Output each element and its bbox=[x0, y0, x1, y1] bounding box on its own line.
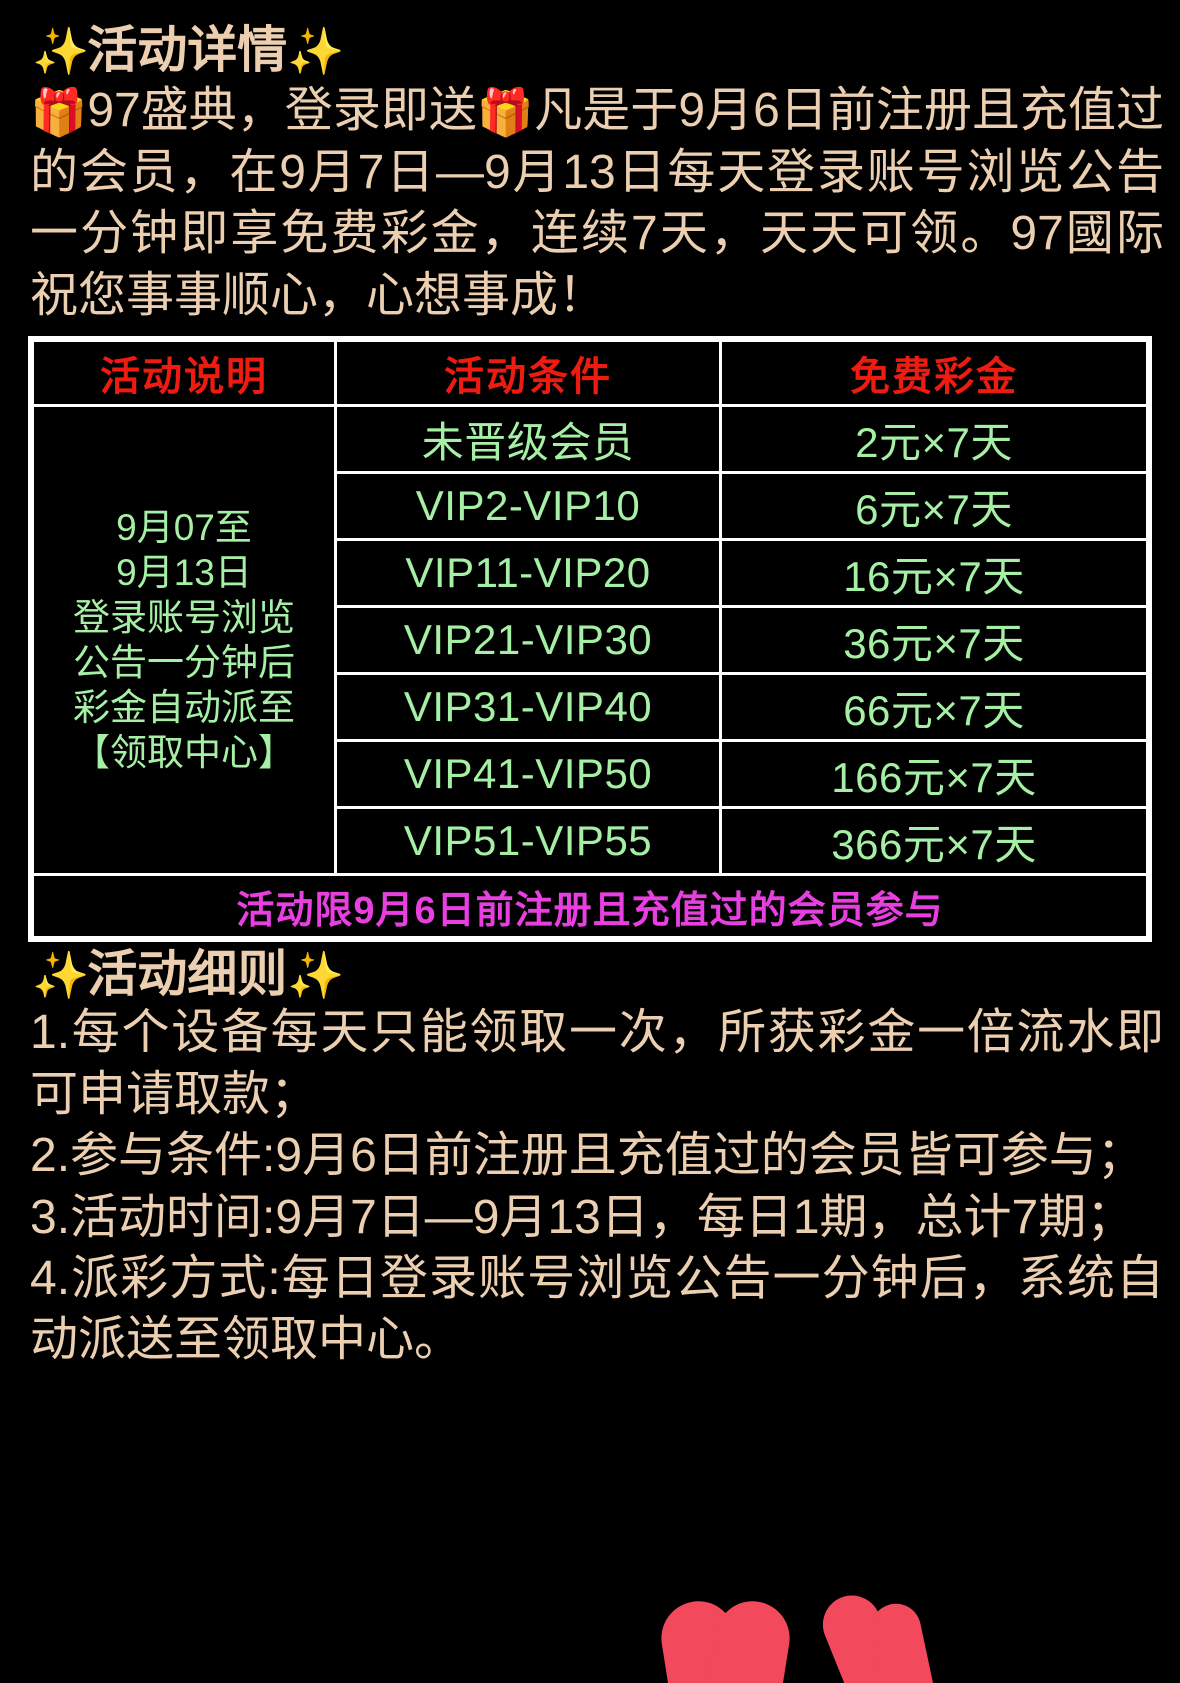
rules-list: 1.每个设备每天只能领取一次，所获彩金一倍流水即可申请取款； 2.参与条件:9月… bbox=[14, 1002, 1166, 1371]
prize-cell: 6元×7天 bbox=[722, 474, 1146, 539]
description-line: 9月07至 bbox=[116, 506, 252, 548]
description-line: 公告一分钟后 bbox=[73, 642, 295, 684]
prize-cell: 16元×7天 bbox=[722, 541, 1146, 606]
condition-cell: VIP11-VIP20 bbox=[337, 541, 719, 606]
table-row: VIP41-VIP50 166元×7天 bbox=[34, 742, 1146, 807]
rule-item: 2.参与条件:9月6日前注册且充值过的会员皆可参与； bbox=[30, 1129, 1145, 1183]
condition-cell: VIP51-VIP55 bbox=[337, 809, 719, 874]
prize-cell: 36元×7天 bbox=[722, 608, 1146, 673]
clapping-hands-icon bbox=[656, 1595, 748, 1683]
details-intro-part2: 凡是于9月6日前注册且充值过的会员，在9月7日—9月13日每天登录账号浏览公告一… bbox=[30, 84, 1164, 322]
description-line: 登录账号浏览 bbox=[73, 597, 295, 639]
table-row: VIP21-VIP30 36元×7天 bbox=[34, 608, 1146, 673]
sparkles-icon-left: ✨ bbox=[32, 949, 89, 1002]
condition-cell: VIP41-VIP50 bbox=[337, 742, 719, 807]
condition-cell: VIP31-VIP40 bbox=[337, 675, 719, 740]
condition-cell: VIP21-VIP30 bbox=[337, 608, 719, 673]
bottom-decoration bbox=[0, 1583, 1180, 1683]
sparkles-icon-right: ✨ bbox=[287, 25, 344, 77]
rules-heading-text: 活动细则 bbox=[87, 946, 288, 1003]
table-row: VIP11-VIP20 16元×7天 bbox=[34, 541, 1146, 606]
description-line: 9月13日 bbox=[116, 551, 252, 593]
prize-cell: 166元×7天 bbox=[722, 742, 1146, 807]
header-cell-condition: 活动条件 bbox=[337, 342, 719, 405]
details-heading-text: 活动详情 bbox=[87, 22, 288, 78]
rule-item: 4.派彩方式:每日登录账号浏览公告一分钟后，系统自动派送至领取中心。 bbox=[30, 1251, 1164, 1367]
table-row: VIP31-VIP40 66元×7天 bbox=[34, 675, 1146, 740]
prize-cell: 66元×7天 bbox=[722, 675, 1146, 740]
rule-item: 1.每个设备每天只能领取一次，所获彩金一倍流水即可申请取款； bbox=[30, 1006, 1164, 1121]
sparkles-icon-left: ✨ bbox=[32, 25, 89, 77]
rules-heading: ✨活动细则✨ bbox=[14, 942, 1166, 1002]
clapping-hands-icon bbox=[703, 1595, 795, 1683]
details-heading: ✨活动详情✨ bbox=[14, 0, 1166, 78]
description-line: 【领取中心】 bbox=[73, 732, 295, 774]
condition-cell: VIP2-VIP10 bbox=[337, 474, 719, 539]
condition-cell: 未晋级会员 bbox=[337, 407, 719, 472]
description-line: 彩金自动派至 bbox=[73, 687, 295, 729]
clapping-hands-icon bbox=[866, 1599, 940, 1683]
sparkles-icon-right: ✨ bbox=[287, 949, 344, 1002]
description-cell: 9月07至 9月13日 登录账号浏览 公告一分钟后 彩金自动派至 【领取中心】 bbox=[34, 407, 334, 874]
gift-icon-left: 🎁 bbox=[30, 86, 88, 138]
gift-icon-right: 🎁 bbox=[476, 86, 535, 138]
table-row: VIP2-VIP10 6元×7天 bbox=[34, 474, 1146, 539]
table-row: 9月07至 9月13日 登录账号浏览 公告一分钟后 彩金自动派至 【领取中心】 … bbox=[34, 407, 1146, 874]
promo-table-container: 活动说明 活动条件 免费彩金 9月07至 9月13日 登录账号浏览 公告一分钟后… bbox=[28, 336, 1152, 943]
rule-item: 3.活动时间:9月7日—9月13日，每日1期，总计7期； bbox=[30, 1190, 1135, 1244]
table-row: VIP51-VIP55 366元×7天 bbox=[34, 809, 1146, 874]
details-paragraph: 🎁97盛典，登录即送🎁凡是于9月6日前注册且充值过的会员，在9月7日—9月13日… bbox=[14, 78, 1166, 326]
promo-table: 活动说明 活动条件 免费彩金 9月07至 9月13日 登录账号浏览 公告一分钟后… bbox=[31, 339, 1149, 940]
table-header-row: 活动说明 活动条件 免费彩金 bbox=[34, 342, 1146, 405]
prize-cell: 366元×7天 bbox=[722, 809, 1146, 874]
details-intro-part1: 97盛典，登录即送 bbox=[87, 84, 477, 137]
table-footer-row: 活动限9月6日前注册且充值过的会员参与 bbox=[34, 876, 1146, 937]
header-cell-prize: 免费彩金 bbox=[722, 342, 1146, 405]
prize-cell: 2元×7天 bbox=[722, 407, 1146, 472]
header-cell-description: 活动说明 bbox=[34, 342, 334, 405]
eligibility-note: 活动限9月6日前注册且充值过的会员参与 bbox=[34, 876, 1146, 937]
clapping-hands-icon bbox=[814, 1586, 916, 1683]
